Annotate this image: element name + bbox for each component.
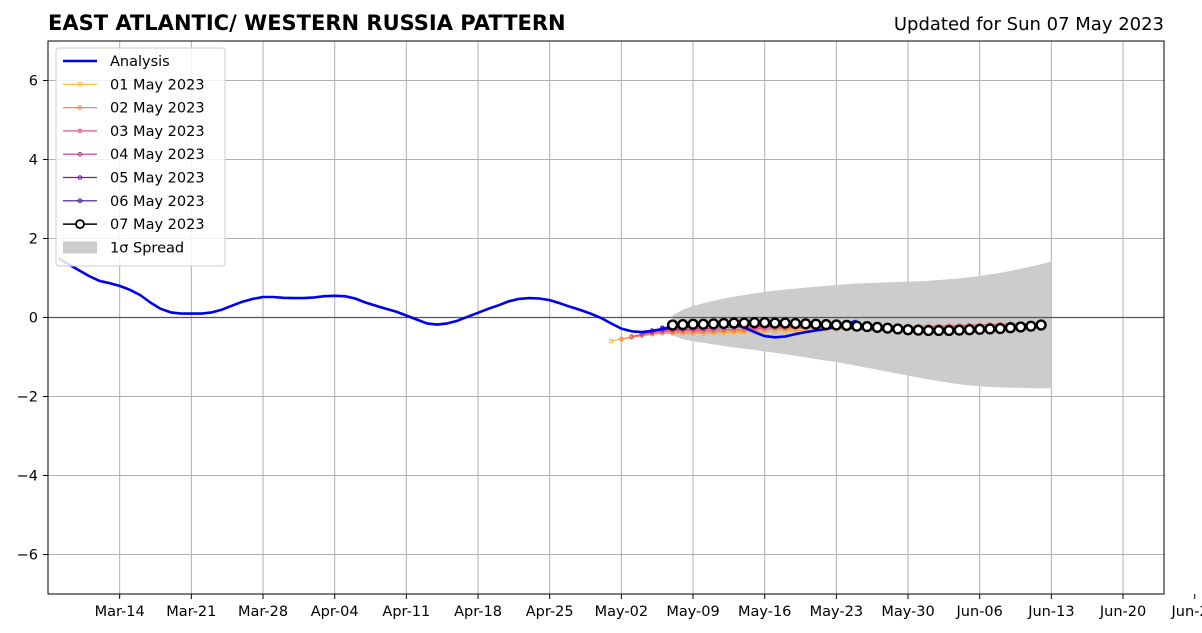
legend-label: Analysis <box>110 54 170 70</box>
legend-label: 02 May 2023 <box>110 101 205 117</box>
latest-forecast-point <box>984 323 996 335</box>
latest-forecast-point <box>1025 320 1037 332</box>
latest-forecast-point <box>718 317 730 330</box>
x-tick-label: Jun-27 <box>1171 604 1202 620</box>
legend-label: 03 May 2023 <box>110 124 205 140</box>
legend-label: 05 May 2023 <box>110 171 205 187</box>
legend-marker <box>77 82 83 87</box>
legend-marker <box>77 128 83 134</box>
y-tick-label: −2 <box>17 390 38 406</box>
latest-forecast-point <box>912 324 924 336</box>
legend-item: 04 May 2023 <box>63 147 205 163</box>
latest-forecast-point <box>830 319 842 331</box>
legend-swatch <box>63 241 97 254</box>
latest-forecast-point <box>1004 322 1017 334</box>
chart-subtitle: Updated for Sun 07 May 2023 <box>894 14 1164 35</box>
legend-label: 06 May 2023 <box>110 194 205 210</box>
latest-forecast-point <box>841 319 853 332</box>
latest-forecast-point <box>963 324 976 336</box>
legend-label: 07 May 2023 <box>110 217 205 233</box>
legend-label: 01 May 2023 <box>110 77 205 93</box>
latest-forecast-point <box>666 319 679 331</box>
latest-forecast-point <box>881 322 894 334</box>
series-layer <box>57 257 1047 344</box>
legend-marker <box>77 151 83 157</box>
x-tick-label: May-16 <box>738 604 791 620</box>
legend: Analysis 01 May 2023 02 May 2023 03 May 202… <box>55 47 226 267</box>
legend-label: 1σ Spread <box>110 240 184 256</box>
forecast-line <box>610 326 1011 342</box>
latest-forecast-point <box>779 317 791 329</box>
x-tick-label: Jun-20 <box>1099 604 1146 620</box>
latest-forecast-point <box>677 319 689 331</box>
y-tick-label: 2 <box>29 232 38 248</box>
legend-item: 1σ Spread <box>63 240 184 256</box>
forecast-point <box>608 338 614 344</box>
latest-forecast-point <box>922 324 935 337</box>
chart-title: EAST ATLANTIC/ WESTERN RUSSIA PATTERN <box>48 11 566 35</box>
latest-forecast-point <box>861 320 873 333</box>
y-axis: 6 4 2 0 −2 −4 −6 <box>17 74 48 564</box>
latest-forecast-point <box>974 323 986 335</box>
latest-forecast-point <box>759 317 771 329</box>
x-tick-label: May-30 <box>881 604 934 620</box>
legend-marker <box>77 175 83 180</box>
legend-marker <box>75 219 85 230</box>
latest-forecast-point <box>800 318 812 330</box>
legend-item: 07 May 2023 <box>63 217 205 233</box>
legend-box <box>55 47 226 267</box>
latest-forecast-point <box>687 318 699 330</box>
x-tick-label: May-23 <box>810 604 863 620</box>
x-tick-label: Apr-18 <box>454 604 502 620</box>
legend-item: 03 May 2023 <box>63 124 205 140</box>
y-tick-label: 0 <box>29 311 38 327</box>
legend-item: 06 May 2023 <box>63 194 205 210</box>
latest-forecast-point <box>953 324 965 336</box>
y-tick-label: −6 <box>17 548 38 564</box>
x-tick-label: May-02 <box>595 604 648 620</box>
x-tick-label: Apr-04 <box>311 604 359 620</box>
x-tick-label: Mar-14 <box>95 604 145 620</box>
y-tick-label: 6 <box>29 74 38 90</box>
latest-forecast-point <box>933 324 945 337</box>
x-tick-label: Apr-25 <box>526 604 574 620</box>
latest-forecast-point <box>892 323 904 335</box>
latest-forecast-point <box>769 317 781 329</box>
y-tick-label: 4 <box>29 153 38 169</box>
legend-item: 01 May 2023 <box>63 77 205 93</box>
latest-forecast-point <box>1035 319 1047 331</box>
latest-forecast-point <box>943 324 955 337</box>
forecast-point <box>629 334 634 339</box>
legend-item: Analysis <box>63 54 170 70</box>
x-tick-label: Mar-21 <box>166 604 216 620</box>
latest-forecast-point <box>707 318 720 330</box>
latest-forecast-point <box>738 317 750 329</box>
latest-forecast-point <box>871 321 883 333</box>
y-tick-label: −4 <box>17 469 38 485</box>
x-tick-label: Jun-13 <box>1027 604 1074 620</box>
latest-forecast-point <box>820 319 832 331</box>
latest-forecast-point <box>1015 321 1027 333</box>
latest-forecast-point <box>748 317 761 329</box>
x-tick-label: Apr-11 <box>382 604 430 620</box>
x-tick-label: May-09 <box>666 604 719 620</box>
x-axis: Mar-14 Mar-21 Mar-28 Apr-04 Apr-11 Apr-18 Apr-… <box>95 594 1202 620</box>
latest-forecast-point <box>697 318 709 330</box>
latest-forecast-point <box>789 317 802 330</box>
latest-forecast-point <box>994 322 1006 335</box>
legend-item: 02 May 2023 <box>63 101 205 117</box>
latest-forecast-point <box>851 320 863 332</box>
latest-forecast-point <box>728 317 740 329</box>
x-tick-label: Mar-28 <box>238 604 288 620</box>
legend-item: 05 May 2023 <box>63 171 205 187</box>
legend-label: 04 May 2023 <box>110 147 205 163</box>
latest-forecast-point <box>902 324 914 336</box>
x-tick-label: Jun-06 <box>956 604 1003 620</box>
latest-forecast-point <box>810 318 822 330</box>
legend-marker <box>77 198 83 204</box>
latest-forecast-series <box>666 317 1047 337</box>
forecast-point <box>619 336 624 342</box>
legend-marker <box>77 105 83 110</box>
